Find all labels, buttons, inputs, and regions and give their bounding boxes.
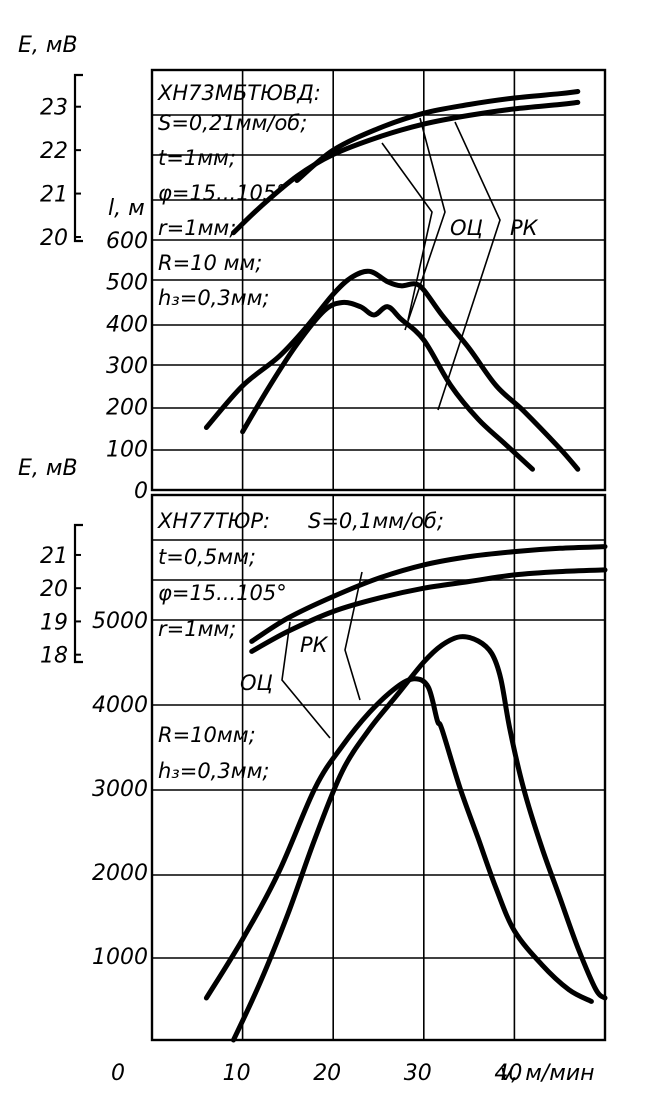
e-tick-label: 20 (40, 226, 68, 251)
l-tick-label: 200 (106, 396, 148, 421)
bottom-chart: E, мВ 18 19 20 21 1000 2000 3000 4000 5000 ХН77ТЮР… (18, 456, 608, 1043)
series-curve-ОЦ-l (240, 299, 535, 472)
series-label-rk: РК (300, 633, 329, 657)
e-tick-label: 21 (40, 183, 68, 208)
series-label-oc: ОЦ (450, 216, 483, 240)
l-tick-label: 600 (106, 229, 148, 254)
leader-oc (281, 621, 331, 739)
e-tick-label: 19 (40, 610, 68, 635)
leader-rk (437, 121, 501, 411)
bottom-e-axis-label: E, мВ (18, 456, 78, 481)
l-tick-label: 1000 (92, 945, 148, 970)
series-label-oc: ОЦ (240, 671, 273, 695)
top-condition: S=0,21мм/об; (158, 111, 307, 135)
top-e-axis-bracket (73, 73, 83, 243)
bottom-condition: φ=15...105° (158, 581, 287, 605)
top-material-title: ХН73МБТЮВД: (157, 81, 321, 105)
bottom-condition: r=1мм; (158, 617, 236, 641)
x-tick-label: 0 (111, 1061, 125, 1086)
l-tick-label: 4000 (92, 693, 148, 718)
top-condition: R=10 мм; (158, 251, 262, 275)
bottom-leaders (281, 571, 363, 739)
l-tick-label: 0 (134, 479, 148, 504)
series-curve-РК-E (294, 89, 581, 183)
e-tick-label: 18 (40, 644, 68, 669)
top-leaders (381, 117, 501, 411)
series-curve-РК-l (231, 634, 608, 1043)
series-curve-ОЦ-E (231, 99, 581, 236)
bottom-condition: S=0,1мм/об; (308, 509, 444, 533)
bottom-condition: R=10мм; (158, 723, 256, 747)
top-labels: E, мВ 20 21 22 23 0 100 200 300 400 500 600 l, м ХН73… (18, 33, 539, 504)
e-tick-label: 21 (40, 544, 68, 569)
l-tick-label: 3000 (92, 777, 148, 802)
l-tick-label: 400 (106, 312, 148, 337)
bottom-axes (73, 493, 607, 1042)
leader-oc (404, 117, 446, 331)
top-frame (150, 68, 607, 492)
series-curve-ОЦ-l (203, 676, 594, 1004)
x-axis-labels: 0 10 20 30 40v, м/мин (111, 1061, 595, 1086)
top-condition: r=1мм; (158, 216, 236, 240)
top-condition: t=1мм; (158, 146, 236, 170)
bottom-condition: t=0,5мм; (158, 545, 256, 569)
l-tick-label: 2000 (92, 861, 148, 886)
top-chart: E, мВ 20 21 22 23 0 100 200 300 400 500 600 l, м ХН73… (18, 33, 607, 504)
x-tick-label: 30 (404, 1061, 432, 1086)
x-tick-label: 10 (223, 1061, 251, 1086)
bottom-material-title: ХН77ТЮР: (157, 509, 270, 533)
bottom-condition: h₃=0,3мм; (158, 759, 269, 783)
top-axes (73, 68, 607, 492)
series-curve-ОЦ-E (249, 567, 608, 654)
bottom-labels: E, мВ 18 19 20 21 1000 2000 3000 4000 5000 ХН77ТЮР… (18, 456, 444, 970)
e-tick-label: 23 (40, 96, 68, 121)
top-e-axis-label: E, мВ (18, 33, 78, 58)
series-curve-РК-l (203, 268, 581, 472)
x-tick-label: 20 (313, 1061, 341, 1086)
l-tick-label: 300 (106, 354, 148, 379)
bottom-frame (150, 493, 607, 1042)
l-tick-label: 500 (106, 271, 148, 296)
top-curves (203, 89, 581, 472)
series-curve-РК-E (249, 544, 608, 644)
x-tick-label: 40 (494, 1061, 522, 1086)
bottom-curves (203, 544, 608, 1043)
leader-rk (344, 571, 363, 701)
l-tick-label: 5000 (92, 609, 148, 634)
top-condition: φ=15...105° (158, 181, 287, 205)
leader-oc (381, 142, 433, 321)
l-axis-label: l, м (108, 196, 145, 221)
e-tick-label: 20 (40, 577, 68, 602)
bottom-e-axis-bracket (73, 523, 83, 664)
e-tick-label: 22 (40, 139, 68, 164)
l-tick-label: 100 (106, 437, 148, 462)
series-label-rk: РК (510, 216, 539, 240)
x-axis-label: v, м/мин (500, 1061, 595, 1086)
top-condition: h₃=0,3мм; (158, 286, 269, 310)
